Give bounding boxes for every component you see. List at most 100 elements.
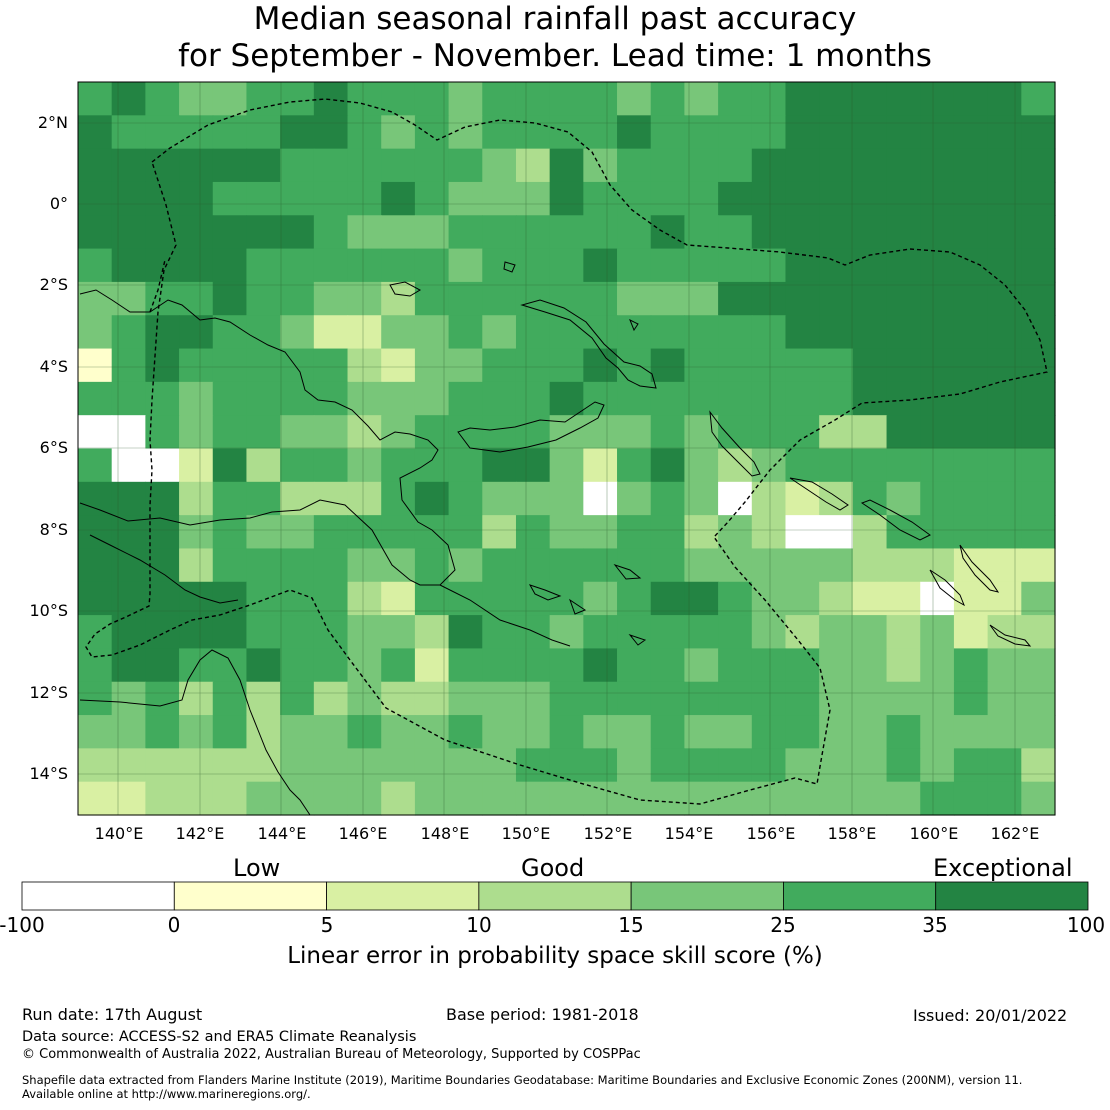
grid-cell (751, 515, 787, 550)
grid-cell (953, 581, 989, 616)
grid-cell (212, 281, 248, 316)
grid-cell (212, 82, 248, 116)
grid-cell (515, 448, 551, 483)
grid-cell (414, 215, 450, 250)
grid-cell (852, 348, 888, 383)
grid-cell (78, 215, 113, 250)
grid-cell (549, 181, 584, 216)
grid-cell (448, 648, 483, 683)
grid-cell (212, 115, 248, 150)
grid-cell (785, 348, 820, 383)
grid-cell (751, 781, 787, 816)
grid-cell (650, 248, 686, 283)
grid-cell (886, 348, 921, 383)
grid-cell (414, 481, 450, 516)
lat-label-0: 0° (49, 194, 68, 213)
grid-cell (650, 181, 686, 216)
grid-cell (751, 415, 787, 450)
grid-cell (515, 681, 551, 716)
grid-cell (482, 448, 517, 483)
grid-cell (414, 748, 450, 783)
grid-cell (313, 581, 349, 616)
grid-cell (179, 715, 214, 749)
grid-cell (381, 181, 416, 216)
grid-cell (684, 248, 719, 283)
data-source: Data source: ACCESS-S2 and ERA5 Climate … (22, 1029, 417, 1045)
grid-cell (718, 681, 753, 716)
grid-cell (852, 215, 888, 250)
grid-cell (448, 348, 483, 383)
grid-cell (684, 415, 719, 450)
grid-cell (111, 82, 146, 116)
grid-cell (179, 748, 214, 783)
grid-cell (583, 781, 618, 816)
grid-cell (347, 615, 382, 650)
grid-cell (617, 315, 652, 350)
grid-cell (718, 381, 753, 416)
grid-cell (920, 481, 955, 516)
grid-cell (920, 215, 955, 250)
grid-cell (179, 315, 214, 350)
grid-cell (145, 415, 180, 450)
grid-cell (819, 181, 854, 216)
grid-cell (280, 82, 315, 116)
grid-cell (179, 348, 214, 383)
grid-cell (313, 415, 349, 450)
lat-label-10s: 10°S (29, 601, 68, 620)
grid-cell (886, 548, 921, 583)
grid-cell (246, 515, 281, 550)
grid-cell (145, 748, 180, 783)
grid-cell (751, 348, 787, 383)
grid-cell (819, 615, 854, 650)
grid-cell (650, 681, 686, 716)
grid-cell (852, 82, 888, 116)
grid-cell (684, 781, 719, 816)
grid-cell (347, 681, 382, 716)
grid-cell (819, 215, 854, 250)
grid-cell (414, 615, 450, 650)
grid-cell (852, 781, 888, 816)
grid-cell (246, 315, 281, 350)
grid-cell (246, 115, 281, 150)
grid-cell (684, 281, 719, 316)
grid-cell (515, 381, 551, 416)
lon-label-150e: 150°E (501, 824, 551, 843)
grid-cell (583, 348, 618, 383)
grid-cell (414, 148, 450, 183)
grid-cell (482, 348, 517, 383)
grid-cell (617, 481, 652, 516)
grid-cell (1021, 181, 1056, 216)
solomon-islands-chain-2 (860, 499, 931, 541)
grid-cell (347, 181, 382, 216)
grid-cell (111, 715, 146, 749)
grid-cell (179, 248, 214, 283)
grid-cell (1021, 415, 1056, 450)
grid-cell (751, 381, 787, 416)
grid-cell (1021, 448, 1056, 483)
grid-cell (987, 581, 1022, 616)
grid-cell (785, 715, 820, 749)
grid-cell (246, 348, 281, 383)
colorbar-segment (935, 881, 1089, 911)
grid-cell (347, 515, 382, 550)
lat-lon-gridlines (78, 82, 1055, 815)
grid-cell (145, 715, 180, 749)
grid-cell (751, 615, 787, 650)
grid-cell (819, 681, 854, 716)
grid-cell (920, 748, 955, 783)
grid-cell (246, 381, 281, 416)
grid-cell (650, 148, 686, 183)
lat-label-14s: 14°S (29, 764, 68, 783)
grid-cell (819, 381, 854, 416)
grid-cell (482, 481, 517, 516)
grid-cell (482, 181, 517, 216)
grid-cell (953, 415, 989, 450)
grid-cell (751, 448, 787, 483)
grid-cell (179, 415, 214, 450)
grid-cell (448, 381, 483, 416)
grid-cell (583, 315, 618, 350)
grid-cell (920, 448, 955, 483)
grid-cell (886, 648, 921, 683)
grid-cell (583, 681, 618, 716)
